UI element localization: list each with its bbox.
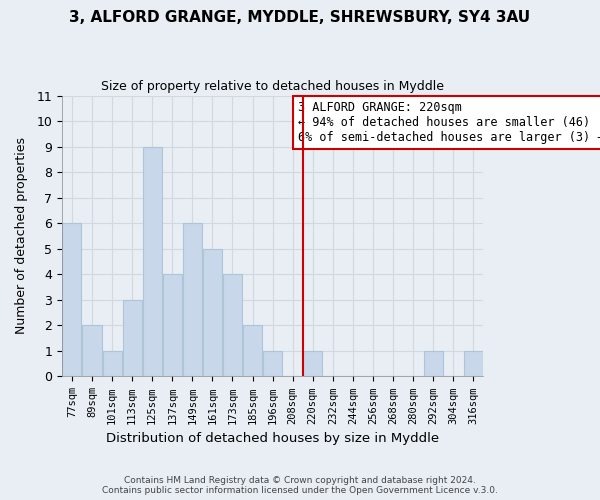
Bar (103, 351, 122, 376)
Bar (243, 326, 262, 376)
Bar (464, 351, 483, 376)
Bar (122, 300, 142, 376)
Bar (62, 223, 82, 376)
Bar (203, 249, 222, 376)
Text: 3 ALFORD GRANGE: 220sqm
← 94% of detached houses are smaller (46)
6% of semi-det: 3 ALFORD GRANGE: 220sqm ← 94% of detache… (298, 101, 600, 144)
Bar (263, 351, 282, 376)
Text: 3, ALFORD GRANGE, MYDDLE, SHREWSBURY, SY4 3AU: 3, ALFORD GRANGE, MYDDLE, SHREWSBURY, SY… (70, 10, 530, 25)
Bar (82, 326, 101, 376)
Bar (143, 146, 162, 376)
Bar (223, 274, 242, 376)
Bar (163, 274, 182, 376)
Title: Size of property relative to detached houses in Myddle: Size of property relative to detached ho… (101, 80, 444, 93)
X-axis label: Distribution of detached houses by size in Myddle: Distribution of detached houses by size … (106, 432, 439, 445)
Y-axis label: Number of detached properties: Number of detached properties (15, 138, 28, 334)
Bar (303, 351, 322, 376)
Text: Contains HM Land Registry data © Crown copyright and database right 2024.
Contai: Contains HM Land Registry data © Crown c… (102, 476, 498, 495)
Bar (424, 351, 443, 376)
Bar (183, 223, 202, 376)
